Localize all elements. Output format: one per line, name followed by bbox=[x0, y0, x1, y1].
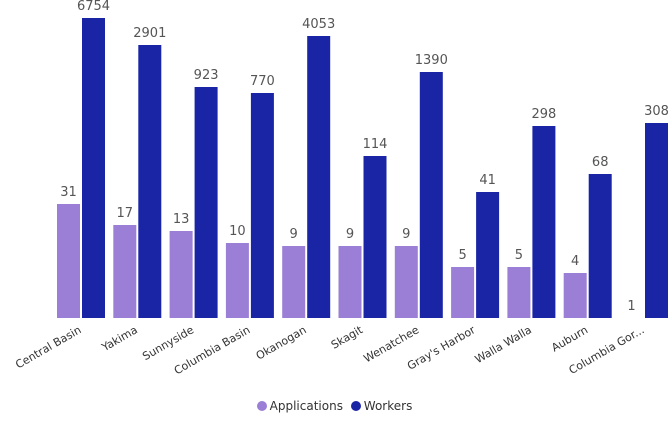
x-tick-walla-walla: Walla Walla bbox=[473, 323, 534, 366]
data-label-workers-gray-s-harbor: 41 bbox=[479, 173, 496, 188]
bar-workers-columbia-basin[interactable] bbox=[250, 93, 274, 318]
bar-workers-auburn[interactable] bbox=[588, 174, 612, 318]
legend: Applications Workers bbox=[0, 399, 669, 414]
bar-workers-okanogan[interactable] bbox=[307, 36, 331, 318]
x-tick-central-basin: Central Basin bbox=[13, 323, 83, 371]
bar-applications-skagit[interactable] bbox=[338, 246, 362, 318]
data-label-workers-skagit: 114 bbox=[363, 137, 388, 152]
data-label-applications-okanogan: 9 bbox=[290, 227, 298, 242]
bar-workers-walla-walla[interactable] bbox=[532, 126, 556, 318]
bar-workers-gray-s-harbor[interactable] bbox=[476, 192, 500, 318]
data-label-workers-okanogan: 4053 bbox=[302, 17, 335, 32]
data-label-workers-sunnyside: 923 bbox=[194, 68, 219, 83]
legend-item-workers[interactable]: Workers bbox=[350, 399, 413, 413]
data-label-applications-sunnyside: 13 bbox=[173, 212, 190, 227]
data-label-applications-walla-walla: 5 bbox=[515, 248, 523, 263]
x-tick-okanogan: Okanogan bbox=[254, 323, 309, 362]
x-tick-yakima: Yakima bbox=[99, 323, 140, 354]
bar-applications-walla-walla[interactable] bbox=[507, 267, 531, 318]
bar-applications-central-basin[interactable] bbox=[57, 204, 80, 318]
data-label-applications-yakima: 17 bbox=[117, 206, 134, 221]
bar-workers-yakima[interactable] bbox=[138, 45, 162, 318]
data-label-applications-wenatchee: 9 bbox=[402, 227, 410, 242]
legend-label-workers: Workers bbox=[363, 399, 413, 413]
bar-applications-yakima[interactable] bbox=[113, 225, 137, 318]
data-label-applications-columbia-gor: 1 bbox=[627, 299, 635, 314]
x-tick-skagit: Skagit bbox=[329, 323, 366, 352]
legend-swatch-applications bbox=[256, 401, 267, 411]
data-label-workers-central-basin: 6754 bbox=[77, 0, 110, 14]
x-tick-auburn: Auburn bbox=[549, 323, 590, 354]
data-label-workers-wenatchee: 1390 bbox=[415, 53, 448, 68]
legend-label-applications: Applications bbox=[269, 399, 343, 413]
bar-applications-columbia-basin[interactable] bbox=[225, 243, 249, 318]
bar-applications-wenatchee[interactable] bbox=[394, 246, 418, 318]
legend-item-applications[interactable]: Applications bbox=[256, 399, 343, 413]
bar-workers-wenatchee[interactable] bbox=[419, 72, 443, 318]
bar-workers-columbia-gor[interactable] bbox=[645, 123, 668, 318]
data-label-workers-columbia-gor: 308 bbox=[644, 104, 669, 119]
bar-applications-okanogan[interactable] bbox=[282, 246, 306, 318]
data-label-workers-walla-walla: 298 bbox=[531, 107, 556, 122]
bar-applications-auburn[interactable] bbox=[563, 273, 587, 318]
bar-workers-central-basin[interactable] bbox=[82, 18, 105, 318]
data-label-applications-central-basin: 31 bbox=[60, 185, 77, 200]
legend-swatch-workers bbox=[350, 401, 361, 411]
bar-workers-sunnyside[interactable] bbox=[194, 87, 218, 318]
bar-workers-skagit[interactable] bbox=[363, 156, 387, 318]
data-label-workers-auburn: 68 bbox=[592, 155, 609, 170]
bar-applications-sunnyside[interactable] bbox=[169, 231, 193, 318]
data-label-applications-gray-s-harbor: 5 bbox=[458, 248, 466, 263]
data-label-workers-yakima: 2901 bbox=[133, 26, 166, 41]
data-label-applications-auburn: 4 bbox=[571, 254, 579, 269]
data-label-applications-skagit: 9 bbox=[346, 227, 354, 242]
data-label-workers-columbia-basin: 770 bbox=[250, 74, 275, 89]
bar-applications-gray-s-harbor[interactable] bbox=[451, 267, 475, 318]
data-label-applications-columbia-basin: 10 bbox=[229, 224, 246, 239]
